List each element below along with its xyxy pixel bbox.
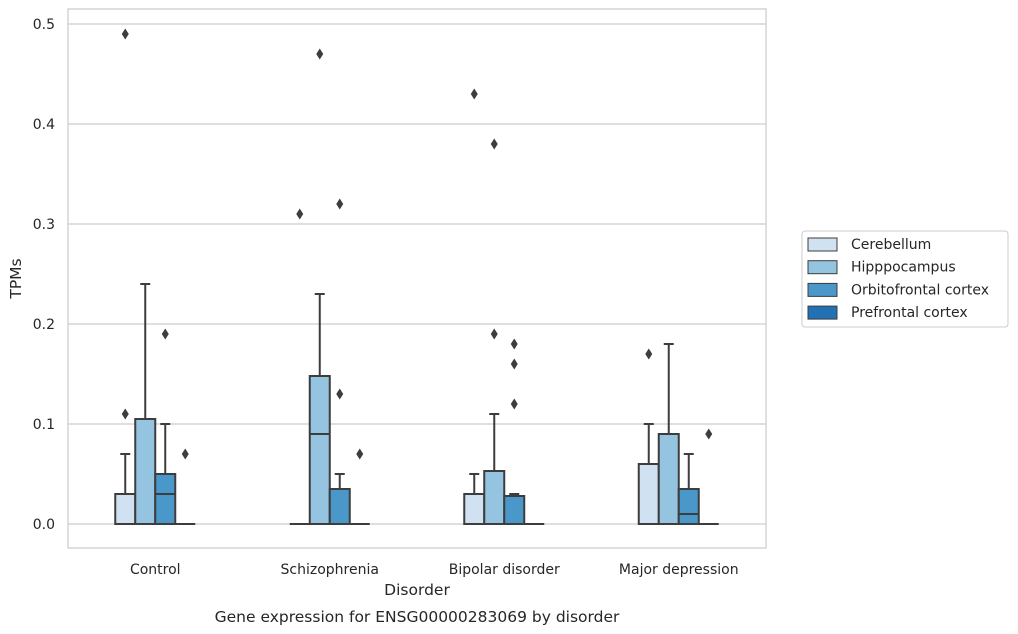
box-group (134, 283, 157, 525)
legend-swatch (807, 237, 838, 252)
box-iqr (308, 375, 331, 525)
legend: Cerebellum Hipppocampus Orbitofrontal cort… (801, 230, 1009, 328)
box-group (677, 453, 700, 525)
x-tick-label: Major depression (619, 562, 739, 578)
box-iqr (637, 463, 660, 525)
box-iqr (114, 493, 137, 525)
x-tick-label: Control (130, 562, 181, 578)
box-group (308, 48, 331, 525)
outlier-point (316, 48, 324, 60)
box-group (114, 28, 137, 525)
box-iqr (463, 493, 486, 525)
outlier-point (705, 428, 713, 440)
series-prefrontal-cortex (175, 428, 719, 525)
box-iqr (483, 470, 506, 525)
series-hipppocampus (134, 48, 680, 525)
legend-label: Hipppocampus (851, 260, 956, 276)
y-axis-ticks: 0.0 0.1 0.2 0.3 0.4 0.5 (33, 17, 55, 533)
x-tick-label: Bipolar disorder (449, 562, 560, 578)
outlier-point (645, 348, 653, 360)
box-iqr (503, 495, 526, 525)
outlier-point (510, 398, 518, 410)
y-tick-label: 0.1 (33, 417, 55, 433)
outlier-point (121, 408, 129, 420)
y-tick-label: 0.4 (33, 117, 55, 133)
box-group (328, 198, 351, 525)
y-tick-label: 0.5 (33, 17, 55, 33)
box-iqr (328, 488, 351, 525)
outlier-point (470, 88, 478, 100)
box-group (657, 343, 680, 525)
outlier-point (161, 328, 169, 340)
legend-swatch (807, 260, 838, 275)
box-group (463, 88, 486, 525)
legend-items: Cerebellum Hipppocampus Orbitofrontal cort… (807, 237, 989, 321)
chart-caption: Gene expression for ENSG00000283069 by d… (215, 608, 620, 626)
plot-frame (67, 8, 767, 549)
outlier-point (510, 358, 518, 370)
legend-label: Prefrontal cortex (851, 305, 968, 321)
box-group (154, 328, 177, 525)
outlier-point (490, 138, 498, 150)
legend-label: Orbitofrontal cortex (851, 282, 989, 298)
box-plot-marks (114, 28, 719, 525)
box-group (483, 138, 506, 525)
outlier-point (296, 208, 304, 220)
x-axis-ticks: Control Schizophrenia Bipolar disorder Majo… (130, 562, 739, 578)
box-group (289, 208, 310, 525)
box-group (175, 448, 196, 525)
outlier-point (510, 338, 518, 350)
y-tick-label: 0.2 (33, 317, 55, 333)
y-tick-label: 0.3 (33, 217, 55, 233)
legend-swatch (807, 282, 838, 297)
outlier-point (356, 448, 364, 460)
outlier-point (336, 198, 344, 210)
legend-frame (801, 230, 1009, 328)
outlier-point (336, 388, 344, 400)
box-iqr (154, 473, 177, 525)
legend-label: Cerebellum (851, 237, 931, 253)
box-iqr (134, 418, 157, 525)
series-cerebellum (114, 28, 660, 525)
x-tick-label: Schizophrenia (281, 562, 379, 578)
x-axis-label: Disorder (384, 581, 450, 599)
box-group (637, 348, 660, 525)
series-orbitofrontal-cortex (154, 198, 700, 525)
outlier-point (181, 448, 189, 460)
box-iqr (657, 433, 680, 525)
box-group (503, 338, 526, 525)
outlier-point (490, 328, 498, 340)
legend-swatch (807, 305, 838, 320)
box-group (349, 448, 370, 525)
y-axis-label: TPMs (7, 258, 25, 299)
box-group (698, 428, 719, 525)
outlier-point (121, 28, 129, 40)
y-tick-label: 0.0 (33, 517, 55, 533)
box-iqr (677, 488, 700, 525)
